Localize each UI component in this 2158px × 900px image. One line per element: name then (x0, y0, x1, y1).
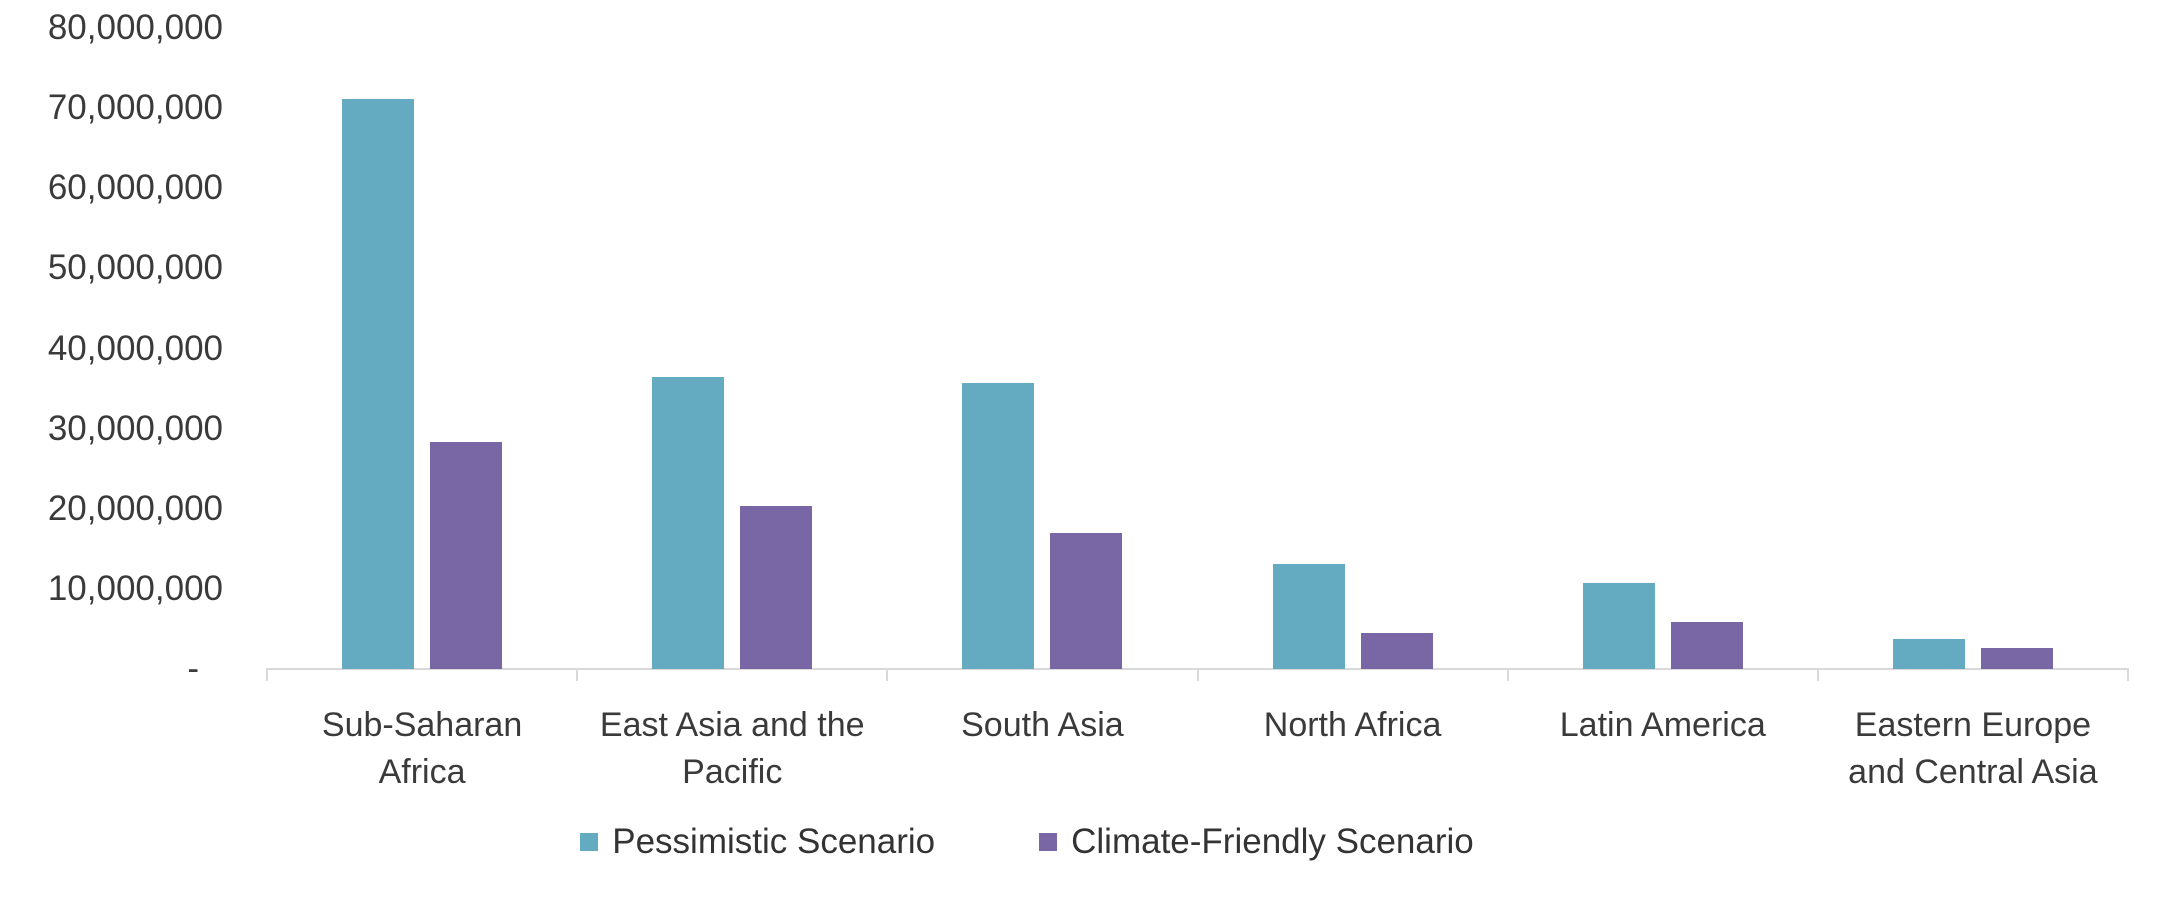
bar-climate-friendly-south-asia (1050, 532, 1123, 669)
bar-pessimistic-east-asia-and-the-pacific (652, 377, 725, 669)
y-tick-label-60-000-000: 60,000,000 (47, 168, 223, 208)
bar-pessimistic-north-africa (1272, 564, 1345, 669)
y-tick-label-70-000-000: 70,000,000 (47, 88, 223, 128)
y-tick-label-80-000-000: 80,000,000 (47, 8, 223, 47)
bar-pessimistic-sub-saharan-africa (342, 99, 415, 669)
legend-item-pessimistic-scenario: Pessimistic Scenario (580, 822, 935, 862)
y-tick-label-10-000-000: 10,000,000 (47, 568, 223, 608)
y-tick-label-30-000-000: 30,000,000 (47, 408, 223, 448)
category-label-north-africa: North Africa (1263, 706, 1442, 744)
y-tick-label-40-000-000: 40,000,000 (47, 328, 223, 368)
y-tick-label-50-000-000: 50,000,000 (47, 248, 223, 288)
category-label-south-asia: South Asia (961, 706, 1124, 744)
x-axis-tick (2127, 668, 2129, 681)
bar-climate-friendly-east-asia-and-the-pacific (740, 505, 813, 669)
y-tick-label-20-000-000: 20,000,000 (47, 488, 223, 528)
category-label-east-asia-and-the-pacific: East Asia and the Pacific (599, 706, 865, 791)
category-label-sub-saharan-africa: Sub-Saharan Africa (321, 706, 523, 791)
x-axis-tick (1506, 668, 1509, 681)
bar-pessimistic-south-asia (962, 383, 1035, 669)
x-axis-tick (1196, 668, 1199, 681)
x-axis-tick (576, 668, 579, 681)
bar-climate-friendly-north-africa (1360, 632, 1433, 669)
legend-label-pessimistic-scenario: Pessimistic Scenario (612, 822, 936, 861)
bar-climate-friendly-eastern-europe-and-central-asia (1980, 648, 2053, 669)
x-axis-tick (1816, 668, 1819, 681)
legend-swatch-pessimistic-scenario (580, 833, 599, 851)
category-label-eastern-europe-and-central-asia: Eastern Europe and Central Asia (1848, 706, 2098, 791)
bar-climate-friendly-latin-america (1670, 621, 1743, 669)
y-tick-label-zero: - (187, 649, 199, 688)
x-axis-tick (266, 668, 268, 681)
bar-climate-friendly-sub-saharan-africa (430, 442, 503, 669)
legend-label-climate-friendly-scenario: Climate-Friendly Scenario (1071, 822, 1474, 861)
x-axis-tick (886, 668, 889, 681)
bar-pessimistic-eastern-europe-and-central-asia (1892, 638, 1965, 669)
bar-pessimistic-latin-america (1582, 583, 1655, 669)
legend-item-climate-friendly-scenario: Climate-Friendly Scenario (1039, 822, 1474, 862)
category-label-latin-america: Latin America (1559, 706, 1766, 744)
chart-legend: Pessimistic Scenario Climate-Friendly Sce… (0, 822, 2106, 862)
legend-swatch-climate-friendly-scenario (1039, 833, 1058, 851)
